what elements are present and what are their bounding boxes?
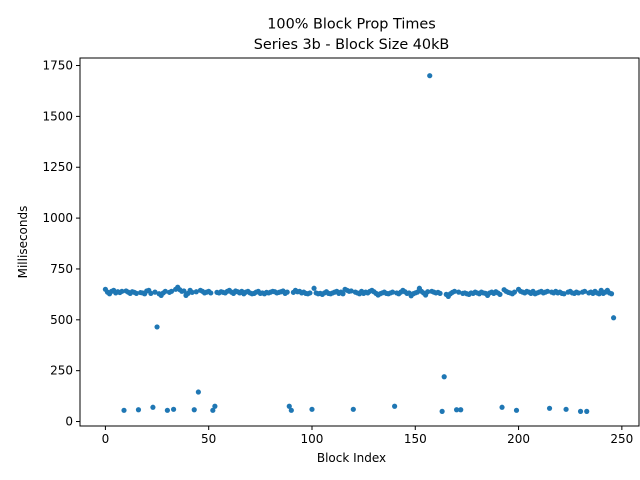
data-point [456,289,462,295]
data-point [212,403,218,409]
y-tick-label: 1500 [42,109,73,123]
data-point [193,289,199,295]
data-point [210,407,216,413]
y-tick-label: 0 [65,415,73,429]
y-tick-label: 1750 [42,59,73,73]
x-axis-ticks: 0 50 100 150 200 250 [102,426,633,446]
data-point [148,290,154,296]
data-point [340,291,346,297]
data-point [288,407,294,413]
x-tick-label: 100 [301,432,324,446]
data-point [414,289,420,295]
data-point [348,288,354,294]
data-point [195,389,201,395]
data-point [154,324,160,330]
data-point [307,290,313,296]
data-points [102,73,617,414]
data-point [439,408,445,414]
data-point [392,403,398,409]
y-tick-label: 1250 [42,160,73,174]
data-point [311,285,317,291]
data-point [458,407,464,413]
data-point [286,403,292,409]
data-point [119,288,125,294]
x-axis-label: Block Index [317,451,386,465]
data-point [544,288,551,294]
data-point [577,408,584,414]
data-point [121,407,127,413]
y-tick-label: 500 [50,313,73,327]
data-point [168,288,175,294]
data-point [162,288,168,294]
data-point [152,289,158,295]
data-point [133,290,139,296]
data-point [584,408,590,414]
data-point [437,290,443,296]
plot-area-frame [79,57,640,427]
x-tick-label: 50 [201,432,216,446]
data-point [164,407,170,413]
data-point [453,407,460,413]
data-point [511,289,518,295]
data-point [608,291,615,297]
y-axis-label: Milliseconds [16,206,30,279]
data-point [513,407,520,413]
data-point [561,291,567,297]
data-point [135,407,142,413]
data-point [575,290,582,296]
data-point [170,406,177,412]
chart-title: 100% Block Prop Times [267,17,435,33]
data-point [610,315,617,321]
data-point [546,405,553,411]
y-tick-label: 1000 [42,211,73,225]
data-point [189,289,195,295]
data-point [582,288,588,294]
x-tick-label: 150 [404,432,427,446]
y-axis-ticks: 0 250 500 750 1000 1250 1500 1750 [42,59,80,429]
x-tick-label: 200 [507,432,530,446]
data-point [497,291,503,297]
data-point [427,73,433,79]
data-point [499,404,505,410]
x-tick-label: 250 [610,432,633,446]
data-point [451,288,458,294]
data-point [309,406,315,412]
data-point [284,289,290,295]
x-tick-label: 0 [102,432,110,446]
y-tick-label: 750 [50,262,73,276]
data-point [208,290,214,296]
y-tick-label: 250 [50,364,73,378]
data-point [181,288,187,294]
data-point [425,289,431,295]
data-point [389,289,396,295]
data-point [563,406,569,412]
data-point [441,374,447,380]
data-point [150,404,156,410]
chart-subtitle: Series 3b - Block Size 40kB [254,37,450,53]
data-point [191,407,197,413]
data-point [350,406,356,412]
